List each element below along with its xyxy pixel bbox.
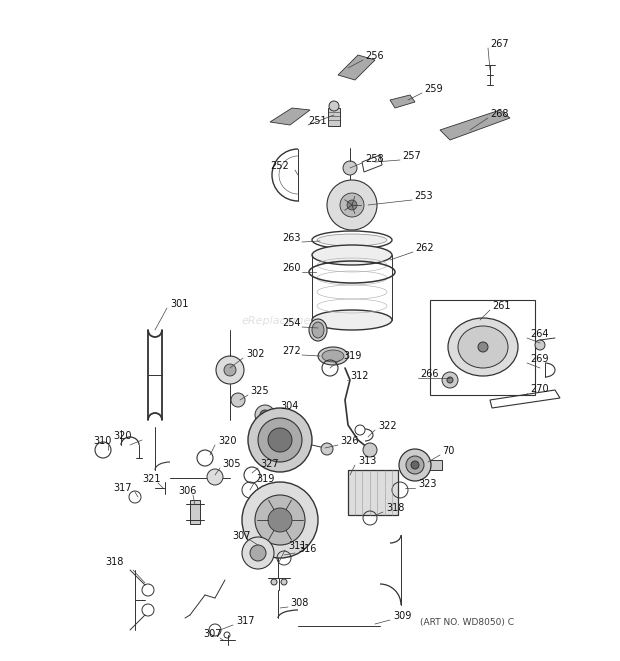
Ellipse shape bbox=[448, 318, 518, 376]
Circle shape bbox=[329, 101, 339, 111]
Circle shape bbox=[250, 545, 266, 561]
Text: 268: 268 bbox=[490, 109, 508, 119]
Circle shape bbox=[260, 410, 270, 420]
Circle shape bbox=[340, 193, 364, 217]
Text: 316: 316 bbox=[298, 544, 316, 554]
Text: 306: 306 bbox=[178, 486, 197, 496]
Text: 319: 319 bbox=[256, 474, 275, 484]
Circle shape bbox=[268, 508, 292, 532]
Text: 307: 307 bbox=[203, 629, 221, 639]
Text: 254: 254 bbox=[282, 318, 301, 328]
Circle shape bbox=[399, 449, 431, 481]
Circle shape bbox=[258, 418, 302, 462]
Circle shape bbox=[242, 537, 274, 569]
Ellipse shape bbox=[312, 245, 392, 265]
Text: 264: 264 bbox=[530, 329, 549, 339]
Text: 323: 323 bbox=[418, 479, 436, 489]
Text: 305: 305 bbox=[222, 459, 241, 469]
Text: 252: 252 bbox=[270, 161, 289, 171]
Text: 310: 310 bbox=[93, 436, 112, 446]
Text: eReplacementParts.com: eReplacementParts.com bbox=[242, 315, 378, 325]
Circle shape bbox=[271, 579, 277, 585]
Ellipse shape bbox=[458, 326, 508, 368]
Circle shape bbox=[411, 461, 419, 469]
Text: 313: 313 bbox=[358, 456, 376, 466]
Text: 309: 309 bbox=[393, 611, 412, 621]
Text: 308: 308 bbox=[290, 598, 308, 608]
Circle shape bbox=[321, 443, 333, 455]
Circle shape bbox=[347, 200, 357, 210]
Text: 256: 256 bbox=[365, 51, 384, 61]
Text: 259: 259 bbox=[424, 84, 443, 94]
Text: 307: 307 bbox=[232, 531, 250, 541]
Text: 326: 326 bbox=[340, 436, 358, 446]
Text: (ART NO. WD8050) C: (ART NO. WD8050) C bbox=[420, 617, 514, 627]
Ellipse shape bbox=[317, 234, 387, 246]
Text: 267: 267 bbox=[490, 39, 508, 49]
Text: 270: 270 bbox=[530, 384, 549, 394]
Text: 320: 320 bbox=[113, 431, 131, 441]
Text: 321: 321 bbox=[142, 474, 161, 484]
Text: 319: 319 bbox=[343, 351, 361, 361]
Text: 318: 318 bbox=[105, 557, 123, 567]
Circle shape bbox=[231, 393, 245, 407]
Bar bbox=[328, 108, 340, 126]
Text: 304: 304 bbox=[280, 401, 298, 411]
Circle shape bbox=[478, 342, 488, 352]
Text: 260: 260 bbox=[282, 263, 301, 273]
Circle shape bbox=[442, 372, 458, 388]
Text: 263: 263 bbox=[282, 233, 301, 243]
Text: 266: 266 bbox=[420, 369, 438, 379]
Text: 302: 302 bbox=[246, 349, 265, 359]
Circle shape bbox=[248, 408, 312, 472]
Text: 327: 327 bbox=[260, 459, 278, 469]
Text: 70: 70 bbox=[442, 446, 454, 456]
Circle shape bbox=[327, 180, 377, 230]
Polygon shape bbox=[390, 95, 415, 108]
Circle shape bbox=[255, 405, 275, 425]
Ellipse shape bbox=[318, 347, 348, 365]
Polygon shape bbox=[270, 108, 310, 125]
Text: 318: 318 bbox=[386, 503, 404, 513]
Circle shape bbox=[207, 469, 223, 485]
Text: 262: 262 bbox=[415, 243, 433, 253]
Text: 322: 322 bbox=[378, 421, 397, 431]
Text: 257: 257 bbox=[402, 151, 421, 161]
Circle shape bbox=[447, 377, 453, 383]
Text: 312: 312 bbox=[350, 371, 368, 381]
Text: 272: 272 bbox=[282, 346, 301, 356]
Polygon shape bbox=[440, 110, 510, 140]
Circle shape bbox=[406, 456, 424, 474]
Circle shape bbox=[535, 340, 545, 350]
Ellipse shape bbox=[309, 319, 327, 341]
Text: 261: 261 bbox=[492, 301, 510, 311]
Circle shape bbox=[268, 428, 292, 452]
Circle shape bbox=[224, 364, 236, 376]
Text: 253: 253 bbox=[414, 191, 433, 201]
Circle shape bbox=[216, 356, 244, 384]
Text: 325: 325 bbox=[250, 386, 268, 396]
Text: 317: 317 bbox=[113, 483, 131, 493]
Text: 320: 320 bbox=[218, 436, 236, 446]
Polygon shape bbox=[338, 55, 375, 80]
Text: 269: 269 bbox=[530, 354, 549, 364]
Bar bbox=[348, 470, 398, 515]
Bar bbox=[430, 300, 535, 395]
Ellipse shape bbox=[312, 322, 324, 338]
Text: 251: 251 bbox=[308, 116, 327, 126]
Circle shape bbox=[242, 482, 318, 558]
Text: 258: 258 bbox=[365, 154, 384, 164]
Circle shape bbox=[343, 161, 357, 175]
Text: 317: 317 bbox=[236, 616, 254, 626]
Circle shape bbox=[281, 579, 287, 585]
Text: 311: 311 bbox=[288, 541, 306, 551]
Circle shape bbox=[255, 495, 305, 545]
Ellipse shape bbox=[322, 350, 344, 362]
Circle shape bbox=[363, 443, 377, 457]
Text: 301: 301 bbox=[170, 299, 188, 309]
Ellipse shape bbox=[312, 310, 392, 330]
Bar bbox=[190, 500, 200, 524]
Bar bbox=[430, 460, 442, 470]
